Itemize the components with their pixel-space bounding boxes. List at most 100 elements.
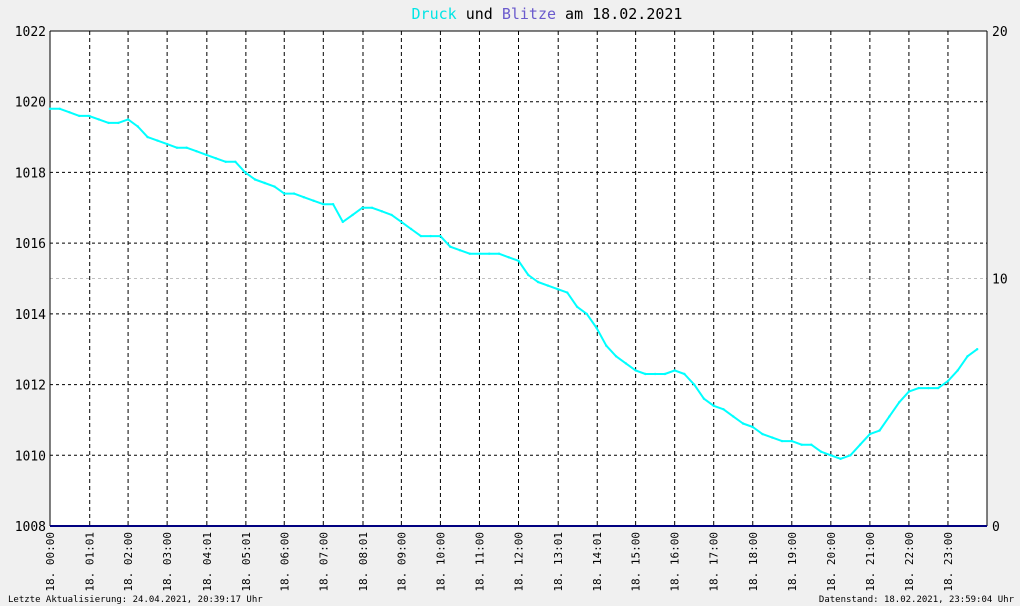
pressure-point: [800, 443, 803, 446]
right-tick-label: 10: [992, 273, 1008, 288]
pressure-point: [419, 234, 423, 238]
pressure-point: [97, 118, 101, 121]
pressure-point: [273, 185, 276, 188]
pressure-point: [331, 203, 335, 206]
pressure-point: [644, 372, 647, 376]
series-line-druck: [50, 107, 978, 460]
pressure-point: [68, 111, 71, 114]
pressure-point: [214, 157, 218, 160]
pressure-point: [741, 422, 745, 425]
x-tick-label: 18. 06:00: [278, 532, 291, 592]
chart-title: Druck und Blitze am 18.02.2021: [412, 5, 683, 23]
x-tick-label: 18. 21:00: [864, 532, 877, 592]
pressure-point: [527, 273, 530, 277]
pressure-point: [810, 443, 813, 446]
x-tick-label: 18. 10:00: [434, 532, 447, 592]
pressure-point: [517, 259, 520, 262]
pressure-point: [507, 256, 510, 259]
x-tick-label: 18. 04:01: [201, 532, 214, 592]
pressure-point: [126, 118, 130, 121]
axis-layer: [49, 30, 988, 526]
pressure-point: [566, 291, 569, 294]
left-tick-label: 1018: [15, 166, 46, 181]
pressure-point: [312, 199, 315, 202]
x-tick-label: 18. 18:00: [747, 532, 760, 592]
pressure-point: [351, 213, 354, 217]
x-tick-label: 18. 15:00: [630, 532, 643, 592]
pressure-point: [722, 408, 725, 411]
pressure-point: [976, 348, 979, 351]
pressure-point: [693, 383, 696, 386]
pressure-point: [58, 107, 61, 111]
pressure-point: [907, 390, 911, 393]
pressure-point: [966, 355, 969, 358]
pressure-point: [663, 372, 667, 376]
pressure-point: [790, 439, 793, 443]
x-tick-label: 18. 11:00: [473, 532, 486, 592]
pressure-point: [595, 326, 598, 330]
pressure-point: [956, 369, 959, 372]
pressure-point: [536, 280, 540, 284]
pressure-point: [868, 432, 872, 436]
left-tick-label: 1010: [15, 449, 46, 464]
pressure-point: [283, 192, 286, 195]
pressure-point: [341, 220, 344, 224]
pressure-point: [185, 146, 188, 149]
pressure-point: [751, 425, 754, 429]
pressure-point: [205, 153, 208, 156]
left-tick-label: 1022: [15, 25, 46, 40]
pressure-point: [497, 252, 501, 255]
pressure-point: [780, 439, 784, 443]
pressure-point: [937, 386, 940, 390]
pressure-point: [488, 252, 491, 255]
pressure-point: [195, 150, 198, 153]
pressure-point: [390, 213, 393, 217]
pressure-point: [888, 415, 891, 418]
left-tick-label: 1014: [15, 308, 46, 323]
x-tick-label: 18. 05:01: [240, 532, 253, 592]
x-tick-label: 18. 20:00: [825, 532, 838, 592]
pressure-point: [653, 372, 657, 376]
x-tick-label: 18. 12:00: [513, 532, 526, 592]
pressure-point: [478, 252, 481, 255]
pressure-point: [87, 114, 91, 118]
pressure-point: [429, 234, 432, 238]
pressure-point: [322, 203, 325, 206]
pressure-point: [732, 415, 735, 418]
pressure-point: [409, 227, 413, 231]
pressure-point: [361, 206, 364, 209]
footer-data-state: Datenstand: 18.02.2021, 23:59:04 Uhr: [819, 595, 1015, 605]
pressure-point: [244, 171, 247, 174]
pressure-point: [819, 450, 823, 453]
x-tick-label: 18. 19:00: [786, 532, 799, 592]
pressure-point: [829, 454, 832, 457]
pressure-point: [156, 139, 159, 142]
pressure-point: [761, 432, 764, 436]
left-tick-label: 1020: [15, 96, 46, 111]
pressure-point: [48, 107, 52, 111]
left-tick-label: 1012: [15, 379, 46, 394]
pressure-point: [370, 206, 374, 209]
pressure-point: [458, 249, 462, 252]
title-date: am 18.02.2021: [556, 5, 682, 23]
pressure-point: [878, 429, 881, 432]
label-layer: 100810101012101410161018102010220102018.…: [15, 25, 1008, 592]
title-und: und: [457, 5, 502, 23]
pressure-point: [175, 146, 179, 149]
pressure-point: [136, 125, 139, 128]
x-tick-label: 18. 03:00: [161, 532, 174, 592]
pressure-point: [858, 443, 862, 446]
pressure-point: [585, 312, 588, 316]
pressure-point: [449, 245, 452, 248]
pressure-point: [946, 379, 950, 383]
pressure-point: [380, 210, 384, 213]
x-tick-label: 18. 17:00: [708, 532, 721, 592]
title-druck: Druck: [412, 5, 457, 23]
pressure-point: [263, 181, 266, 185]
pressure-point: [839, 457, 842, 460]
pressure-point: [107, 121, 110, 125]
pressure-point: [78, 114, 81, 118]
pressure-point: [400, 220, 403, 224]
